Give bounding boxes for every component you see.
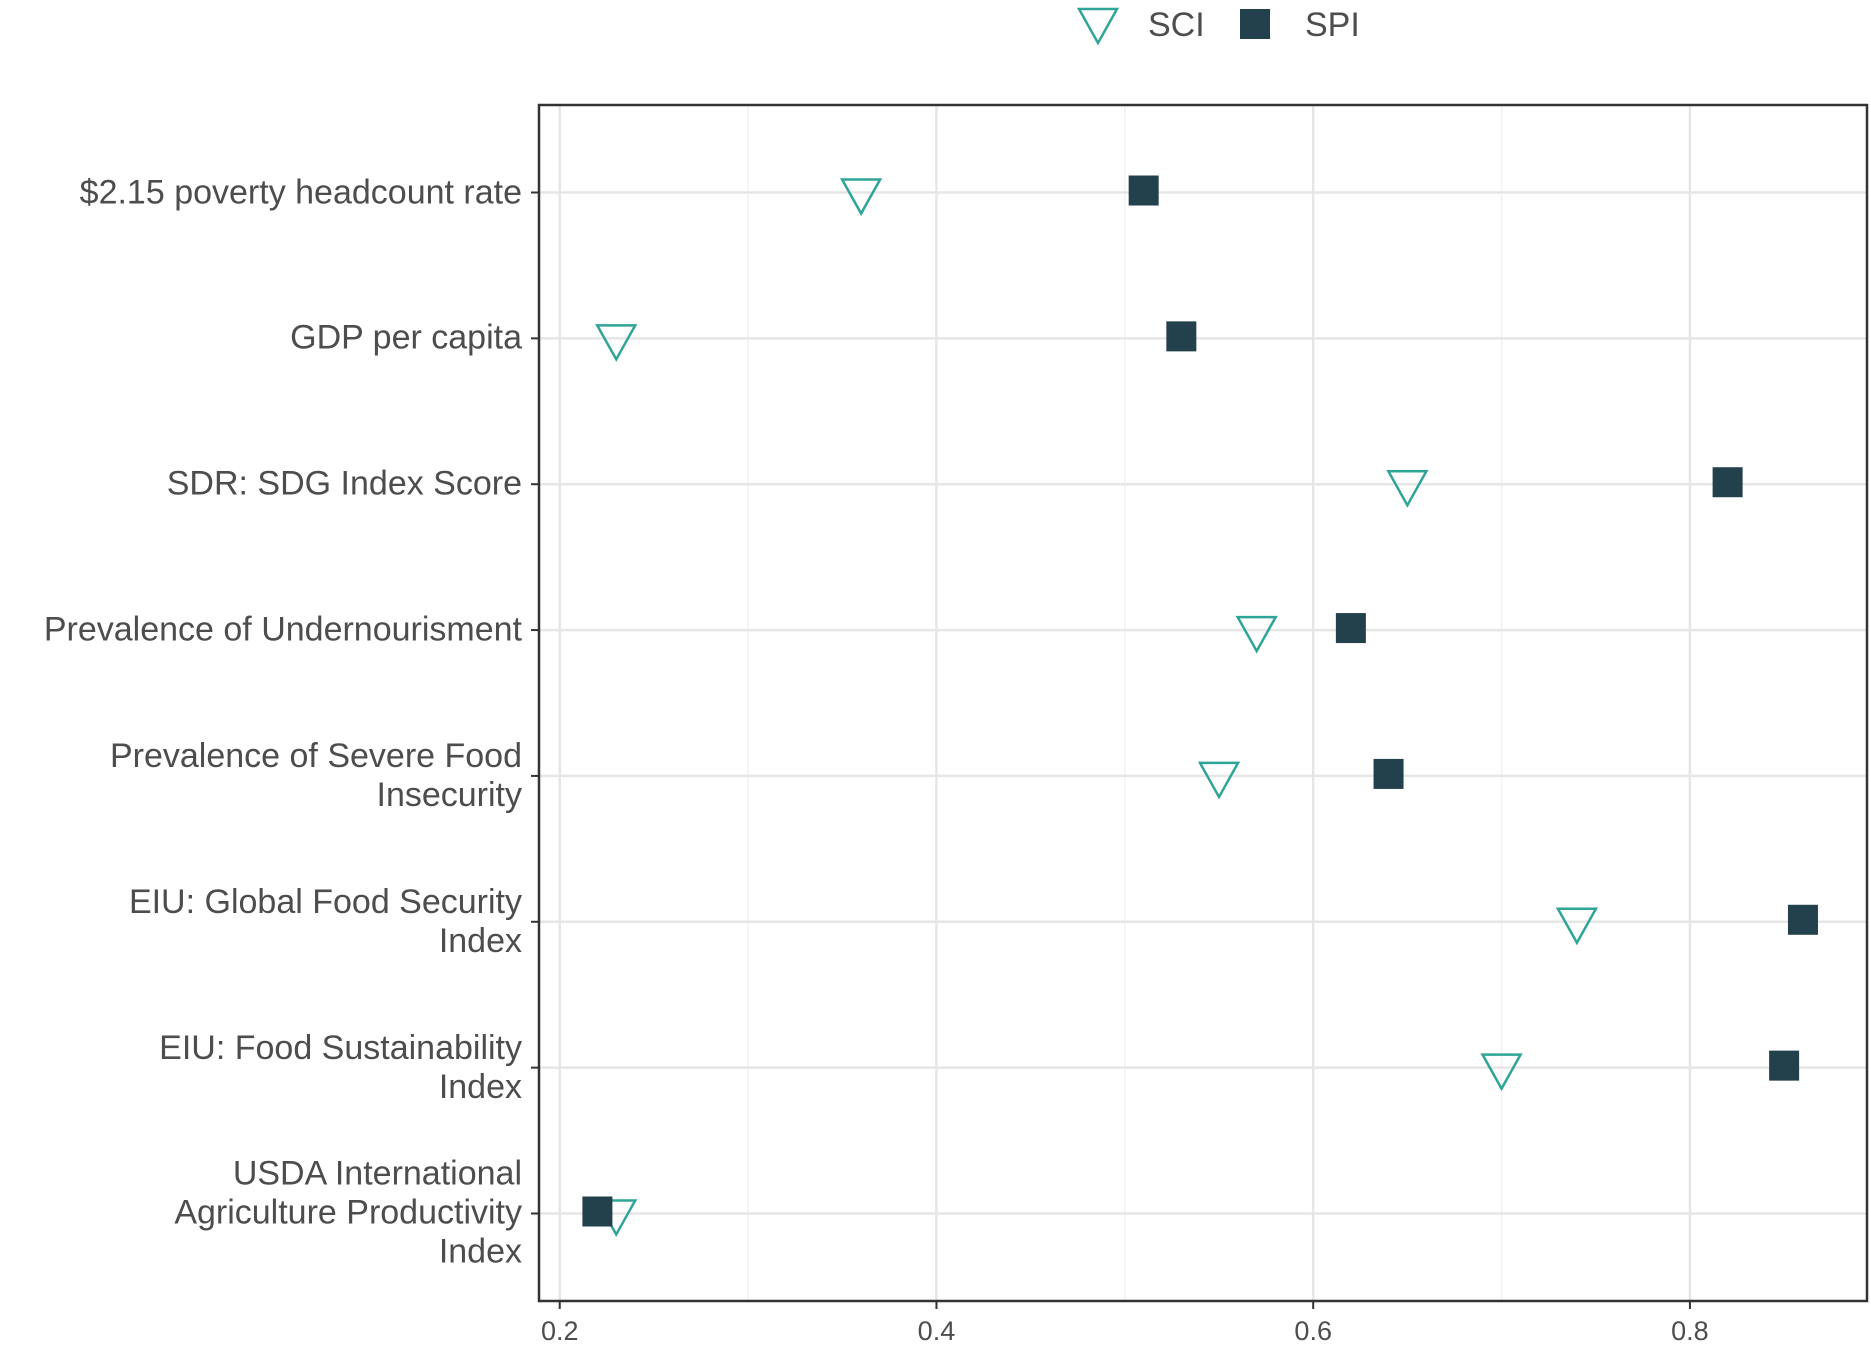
point — [839, 178, 883, 217]
point — [1386, 469, 1429, 508]
y-tick-label: $2.15 poverty headcount rate — [79, 173, 522, 211]
legend-label: SPI — [1305, 6, 1360, 44]
x-tick-label: 0.6 — [1294, 1316, 1332, 1346]
y-tick-label: Prevalence of Undernourisment — [43, 610, 522, 649]
legend-label: SCI — [1148, 6, 1205, 44]
point — [1373, 758, 1404, 789]
legend-key — [1076, 7, 1120, 46]
y-tick-label: USDA International Agriculture Productiv… — [174, 1154, 522, 1271]
y-tick-label: EIU: Global Food Security Index — [128, 882, 522, 960]
point — [582, 1196, 613, 1227]
x-tick-label: 0.2 — [541, 1316, 579, 1346]
point — [1235, 615, 1278, 654]
point — [595, 324, 638, 362]
y-tick-label: GDP per capita — [290, 318, 522, 357]
panel-border — [537, 103, 1869, 1303]
point — [1335, 613, 1366, 644]
point — [1712, 467, 1743, 498]
point — [1197, 761, 1241, 800]
point — [1166, 321, 1197, 352]
panel-background — [539, 105, 1867, 1301]
point — [1769, 1050, 1800, 1081]
point — [1128, 175, 1159, 206]
point — [1787, 904, 1818, 935]
x-tick-label: 0.8 — [1671, 1316, 1709, 1346]
y-tick-label: Prevalence of Severe Food Insecurity — [109, 736, 522, 814]
x-tick-label: 0.4 — [918, 1316, 956, 1346]
y-tick-label: EIU: Food Sustainability Index — [159, 1028, 522, 1106]
point — [1480, 1053, 1523, 1092]
point — [1555, 907, 1599, 946]
legend-key — [1240, 9, 1270, 39]
y-tick-label: SDR: SDG Index Score — [166, 464, 522, 503]
